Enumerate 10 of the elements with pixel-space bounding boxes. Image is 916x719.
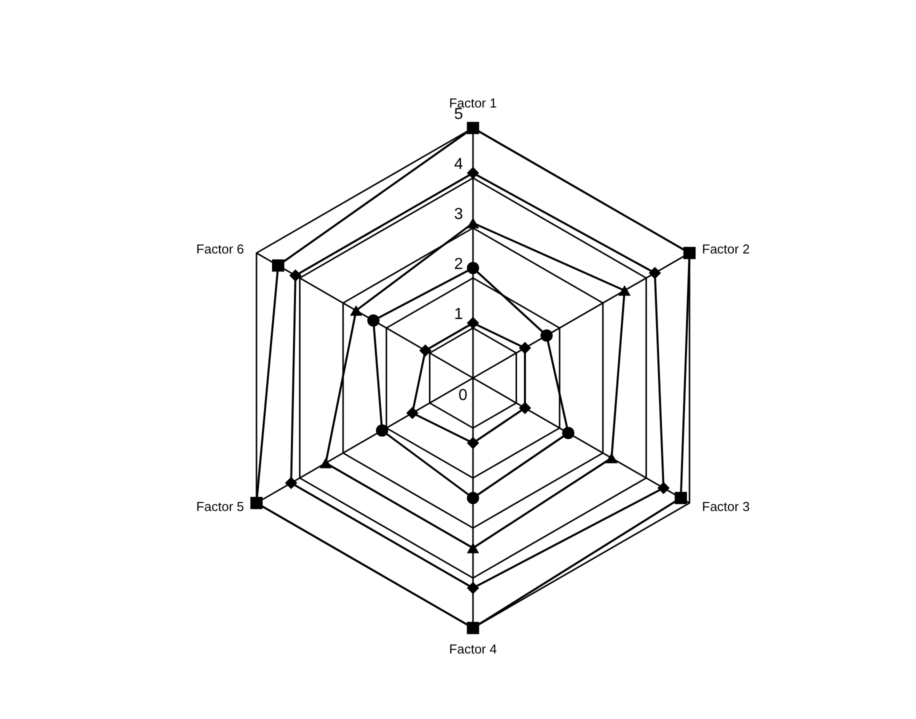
spoke-label: Factor 5 [196,498,244,514]
y-tick-label: 1 [454,306,464,323]
y-tick-label: 2 [454,256,464,273]
spoke-label: Factor 6 [196,241,244,256]
spoke-label: Factor 2 [702,241,750,256]
y-tick-label: 0 [458,387,468,404]
y-tick-label: 3 [454,206,464,223]
spoke-label: Factor 3 [702,498,750,514]
spoke-label: Factor 4 [449,642,497,656]
y-tick-label: 4 [454,156,464,173]
